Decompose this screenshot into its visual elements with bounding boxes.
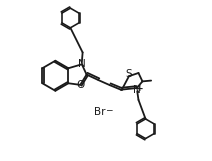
Text: Br: Br xyxy=(94,107,105,117)
Text: −: − xyxy=(105,105,113,114)
Text: O: O xyxy=(76,80,85,90)
Text: N: N xyxy=(133,85,141,95)
Text: +: + xyxy=(136,84,144,93)
Text: N: N xyxy=(78,59,86,69)
Text: S: S xyxy=(126,69,132,79)
